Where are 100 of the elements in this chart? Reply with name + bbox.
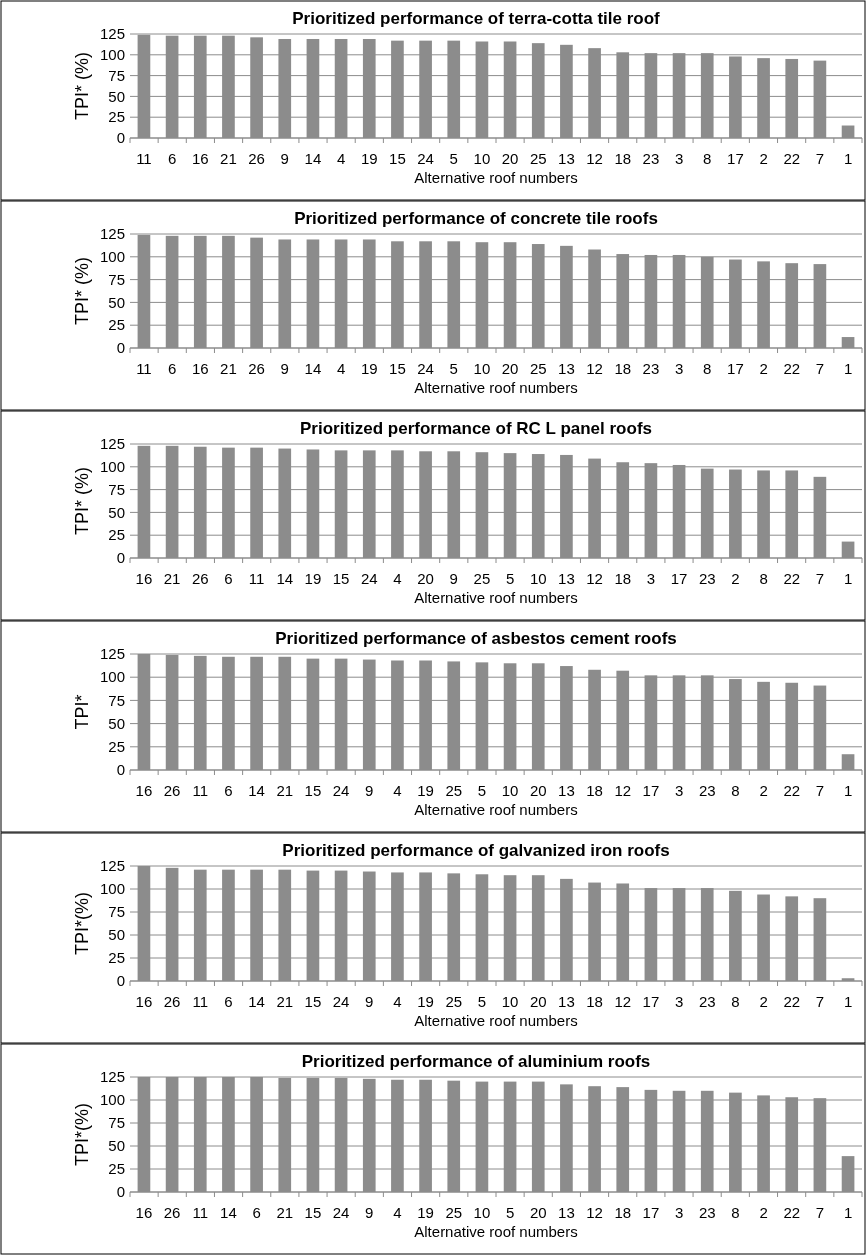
x-tick-label: 7 bbox=[815, 782, 825, 799]
y-tick-label: 0 bbox=[116, 129, 125, 147]
x-tick-label: 20 bbox=[501, 150, 519, 167]
x-tick-label: 6 bbox=[224, 993, 233, 1010]
x-tick-label: 14 bbox=[248, 782, 265, 799]
x-tick-label: 23 bbox=[698, 782, 716, 799]
x-tick-label: 2 bbox=[759, 993, 768, 1010]
y-tick-label: 125 bbox=[99, 645, 125, 663]
y-tick-label: 75 bbox=[108, 480, 125, 498]
x-tick-label: 23 bbox=[698, 1204, 716, 1221]
x-tick-label: 25 bbox=[529, 360, 547, 377]
x-tick-label: 18 bbox=[586, 993, 603, 1010]
x-tick-label: 26 bbox=[248, 150, 265, 167]
x-tick-label: 5 bbox=[477, 993, 487, 1010]
x-axis-title: Alternative roof numbers bbox=[414, 1223, 578, 1240]
y-tick-label: 25 bbox=[108, 738, 125, 756]
x-tick-label: 24 bbox=[360, 570, 378, 587]
x-tick-label: 6 bbox=[252, 1204, 261, 1221]
x-tick-label: 21 bbox=[220, 360, 237, 377]
y-tick-label: 25 bbox=[108, 108, 125, 126]
x-tick-label: 18 bbox=[614, 150, 632, 167]
x-tick-label: 16 bbox=[191, 150, 209, 167]
x-tick-label: 14 bbox=[248, 993, 265, 1010]
x-tick-label: 3 bbox=[674, 150, 684, 167]
x-tick-label: 12 bbox=[586, 1204, 603, 1221]
chart-title: Prioritized performance of concrete tile roofs bbox=[294, 209, 658, 228]
x-tick-label: 19 bbox=[304, 570, 322, 587]
x-tick-label: 25 bbox=[529, 150, 547, 167]
y-tick-label: 50 bbox=[108, 293, 125, 311]
x-tick-label: 2 bbox=[759, 1204, 768, 1221]
x-tick-label: 1 bbox=[843, 360, 853, 377]
x-tick-label: 10 bbox=[501, 993, 519, 1010]
x-tick-label: 12 bbox=[586, 570, 603, 587]
x-tick-label: 17 bbox=[727, 150, 744, 167]
x-tick-label: 15 bbox=[332, 570, 350, 587]
x-tick-label: 17 bbox=[670, 570, 688, 587]
x-tick-label: 7 bbox=[815, 360, 825, 377]
x-tick-label: 10 bbox=[473, 1204, 491, 1221]
x-tick-label: 15 bbox=[304, 782, 322, 799]
x-tick-label: 18 bbox=[586, 782, 603, 799]
x-tick-label: 19 bbox=[360, 360, 378, 377]
x-tick-label: 15 bbox=[304, 1204, 322, 1221]
x-tick-label: 5 bbox=[449, 150, 458, 167]
x-tick-label: 11 bbox=[192, 782, 209, 799]
x-tick-label: 1 bbox=[843, 782, 853, 799]
x-tick-label: 9 bbox=[449, 570, 458, 587]
y-tick-label: 50 bbox=[108, 1137, 125, 1155]
x-tick-label: 4 bbox=[393, 993, 402, 1010]
x-tick-label: 16 bbox=[135, 782, 153, 799]
x-tick-label: 4 bbox=[393, 570, 402, 587]
x-tick-label: 6 bbox=[167, 150, 177, 167]
y-tick-label: 25 bbox=[108, 316, 125, 334]
y-tick-label: 0 bbox=[116, 972, 125, 990]
x-tick-label: 18 bbox=[614, 1204, 632, 1221]
x-tick-label: 22 bbox=[783, 1204, 801, 1221]
x-tick-label: 9 bbox=[365, 782, 374, 799]
x-tick-label: 1 bbox=[843, 570, 853, 587]
x-tick-label: 8 bbox=[759, 570, 768, 587]
x-tick-label: 14 bbox=[276, 570, 294, 587]
y-tick-label: 125 bbox=[99, 225, 125, 243]
y-tick-label: 0 bbox=[116, 761, 125, 779]
x-tick-label: 13 bbox=[558, 782, 575, 799]
x-tick-label: 21 bbox=[276, 1204, 294, 1221]
x-tick-label: 22 bbox=[783, 570, 801, 587]
x-tick-label: 4 bbox=[336, 360, 346, 377]
x-tick-label: 26 bbox=[163, 782, 181, 799]
x-tick-label: 17 bbox=[642, 782, 660, 799]
x-tick-label: 19 bbox=[417, 782, 434, 799]
x-tick-label: 26 bbox=[248, 360, 265, 377]
x-tick-label: 24 bbox=[332, 782, 350, 799]
x-tick-label: 13 bbox=[558, 150, 575, 167]
y-tick-label: 25 bbox=[108, 949, 125, 967]
x-tick-label: 7 bbox=[815, 1204, 825, 1221]
x-tick-label: 19 bbox=[360, 150, 378, 167]
y-tick-label: 0 bbox=[116, 1183, 125, 1201]
x-tick-label: 7 bbox=[815, 570, 825, 587]
x-axis-title: Alternative roof numbers bbox=[414, 379, 578, 396]
y-tick-label: 100 bbox=[99, 46, 125, 64]
x-tick-label: 16 bbox=[135, 993, 153, 1010]
x-tick-label: 21 bbox=[276, 993, 294, 1010]
x-tick-label: 3 bbox=[674, 1204, 684, 1221]
x-axis-title: Alternative roof numbers bbox=[414, 169, 578, 186]
x-tick-label: 20 bbox=[529, 782, 547, 799]
y-tick-label: 125 bbox=[99, 1068, 125, 1086]
y-tick-label: 100 bbox=[99, 1091, 125, 1109]
x-axis-title: Alternative roof numbers bbox=[414, 801, 578, 818]
x-tick-label: 9 bbox=[280, 150, 289, 167]
x-tick-label: 3 bbox=[646, 570, 656, 587]
y-tick-label: 50 bbox=[108, 87, 125, 105]
x-tick-label: 6 bbox=[224, 570, 233, 587]
y-axis-title: TPI*(%) bbox=[72, 1103, 92, 1166]
y-tick-label: 75 bbox=[108, 66, 125, 84]
x-tick-label: 3 bbox=[674, 993, 684, 1010]
x-tick-label: 14 bbox=[220, 1204, 237, 1221]
x-tick-label: 10 bbox=[473, 360, 491, 377]
y-tick-label: 25 bbox=[108, 1160, 125, 1178]
x-tick-label: 3 bbox=[674, 782, 684, 799]
x-tick-label: 21 bbox=[163, 570, 181, 587]
x-tick-label: 11 bbox=[192, 993, 209, 1010]
x-tick-label: 2 bbox=[759, 150, 768, 167]
